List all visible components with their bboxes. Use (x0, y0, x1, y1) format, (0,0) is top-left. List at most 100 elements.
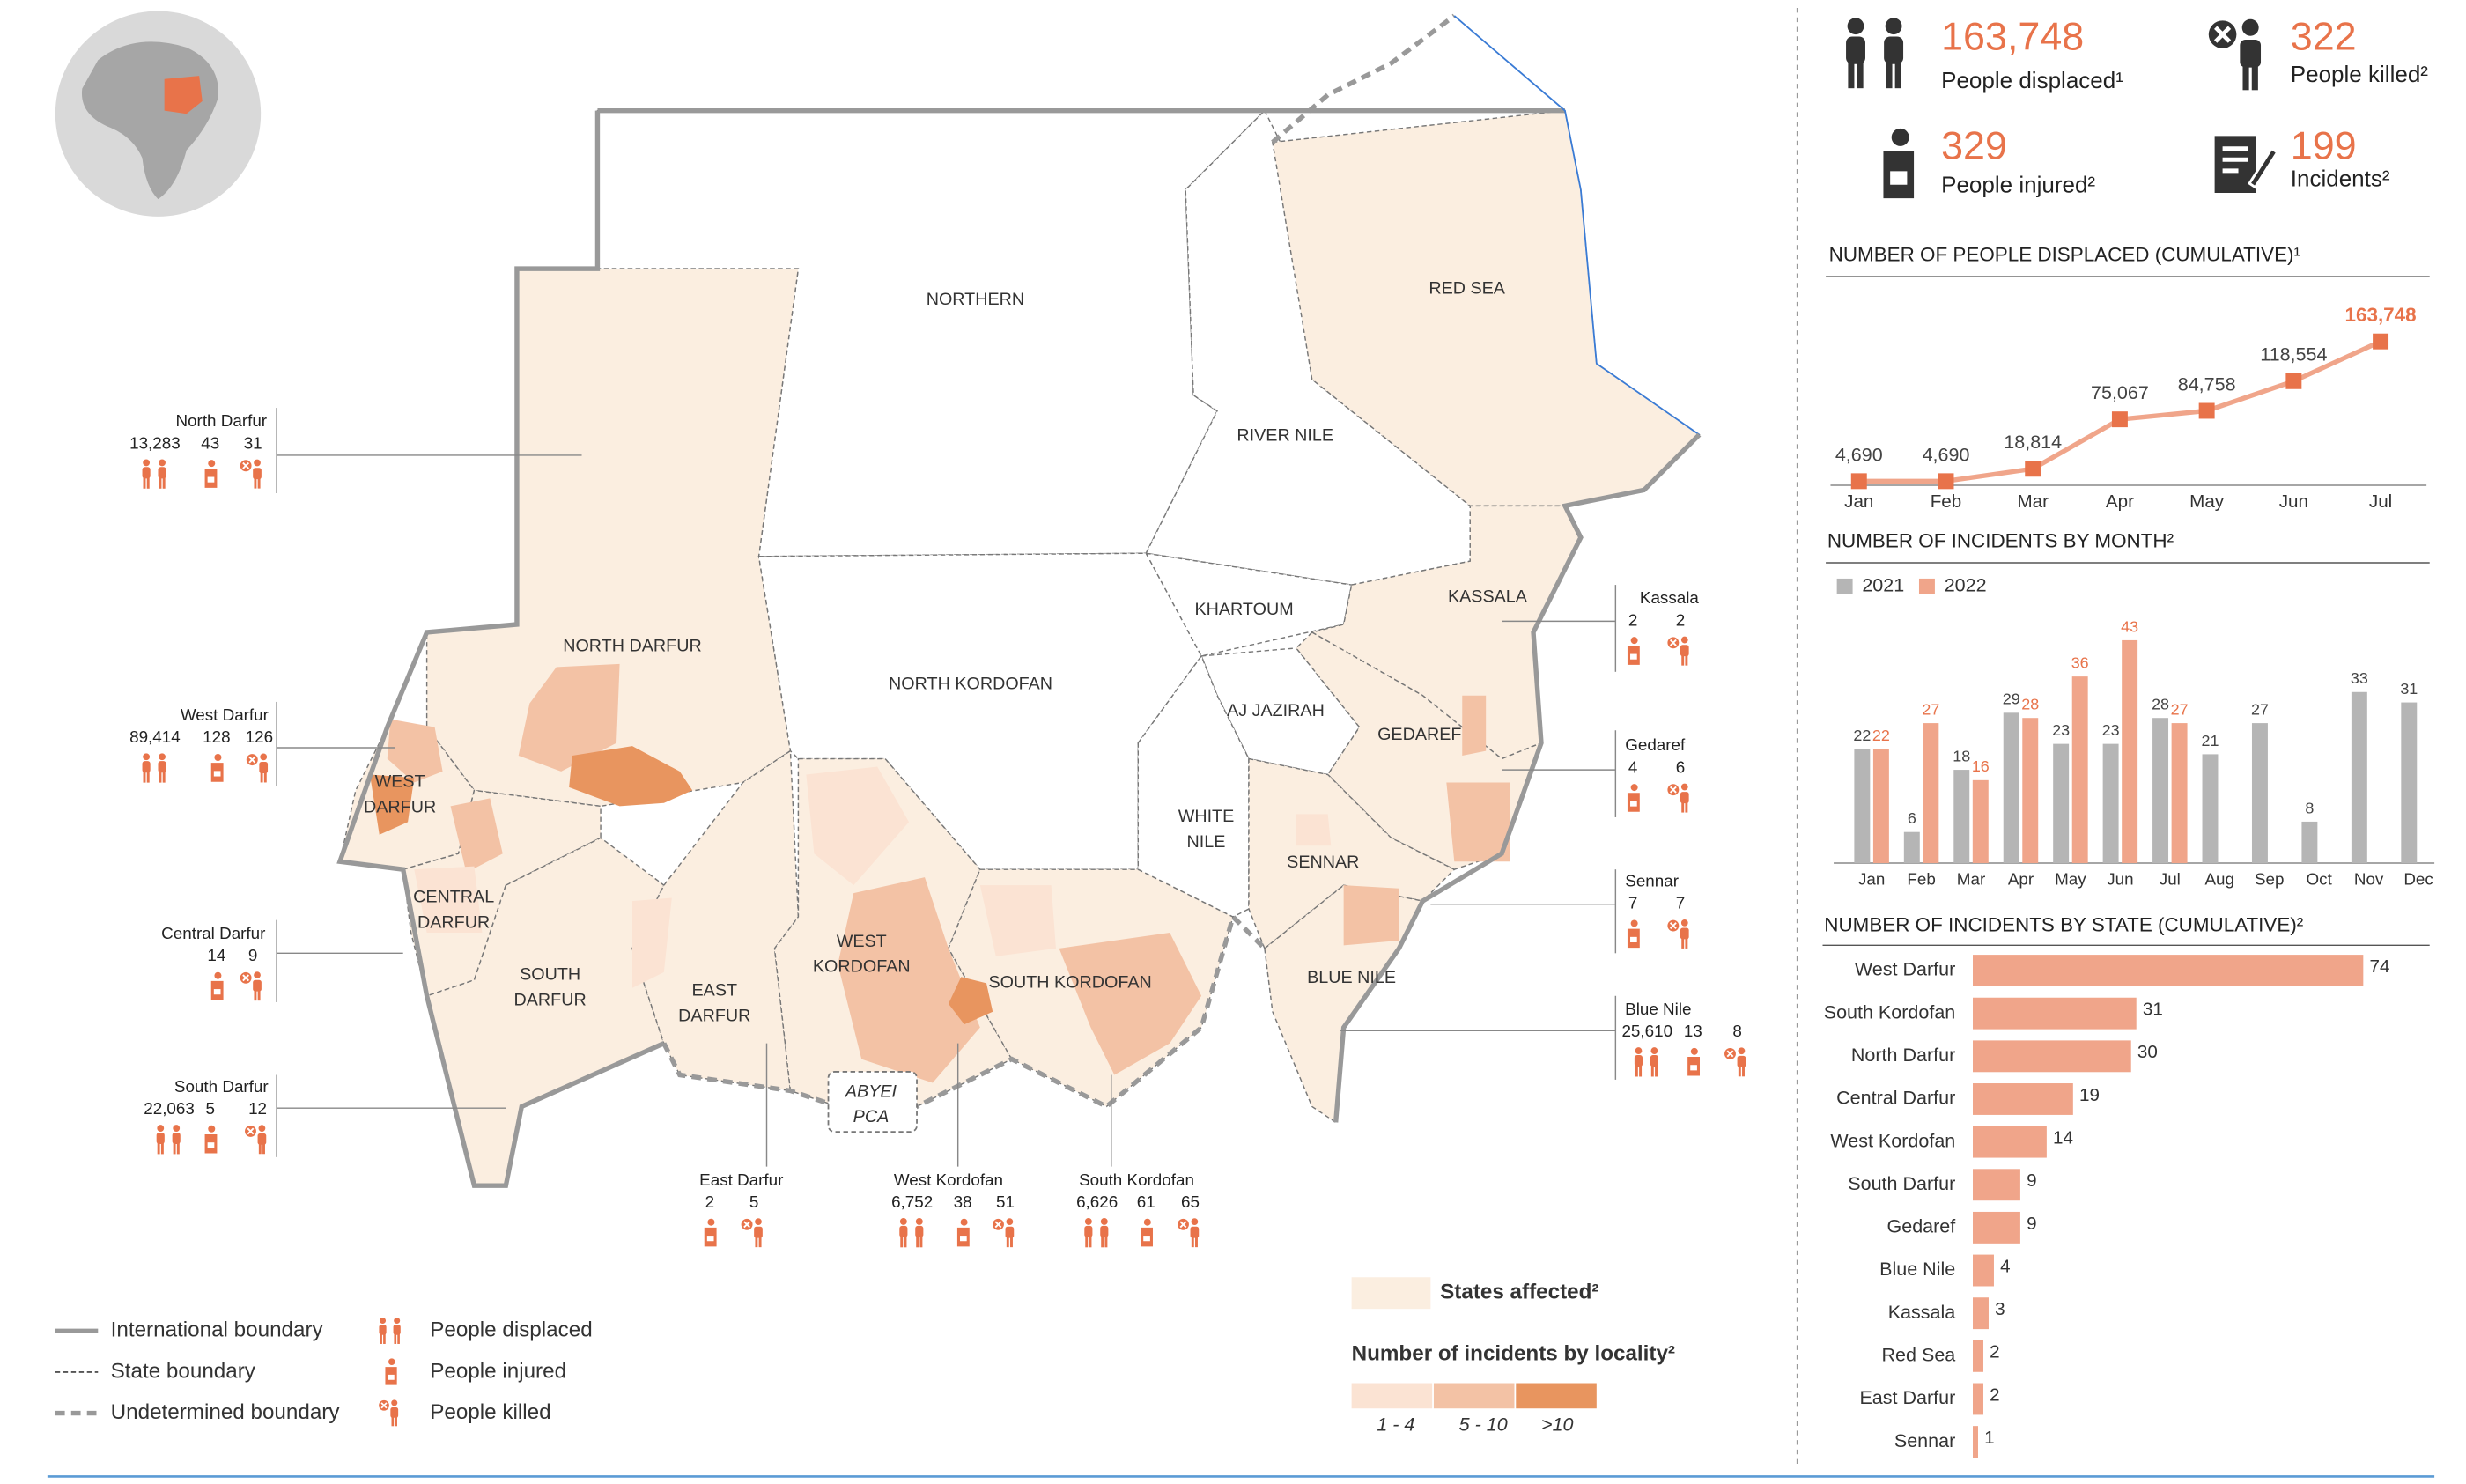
callout-displaced: 25,610 (1621, 1022, 1672, 1040)
state-label: NILE (1187, 832, 1226, 852)
callout-name: West Kordofan (894, 1170, 1003, 1189)
bar (1973, 1383, 1983, 1415)
point (2025, 461, 2041, 477)
point (2285, 373, 2302, 389)
value-label: 31 (2400, 680, 2418, 698)
legend-title: Number of incidents by locality² (1352, 1342, 1675, 1366)
y-tick-label: South Darfur (1848, 1173, 1955, 1194)
callout-injured: 14 (207, 946, 225, 964)
callout-injured: 43 (201, 433, 219, 452)
callout-name: East Darfur (699, 1170, 783, 1189)
x-tick-label: Jun (2107, 870, 2133, 889)
point (2111, 411, 2128, 428)
icon (1666, 782, 1690, 814)
legend-label: 2021 (1862, 575, 1904, 596)
state-label: DARFUR (364, 797, 436, 816)
bar (2202, 754, 2219, 863)
icon (1627, 637, 1640, 665)
x-tick-label: Mar (2017, 491, 2049, 512)
y-tick-label: West Kordofan (1830, 1130, 1955, 1151)
summary-label: Incidents² (2291, 165, 2390, 191)
icon (156, 1125, 181, 1155)
bar (2102, 743, 2119, 863)
icon (740, 1217, 764, 1249)
value-label: 9 (2027, 1214, 2036, 1234)
y-tick-label: Gedaref (1887, 1216, 1957, 1237)
bar (2401, 702, 2418, 863)
undetermined-boundary (661, 912, 1266, 1110)
callout-name: Blue Nile (1625, 1000, 1691, 1018)
callout-injured: 13 (1684, 1022, 1702, 1040)
bar (2071, 676, 2088, 863)
x-tick-label: Apr (2106, 491, 2134, 512)
value-label: 21 (2202, 732, 2219, 749)
y-tick-label: Kassala (1888, 1302, 1956, 1323)
state-label: EAST (692, 981, 738, 1000)
bar (1972, 779, 1989, 863)
state-east-darfur (631, 749, 800, 1092)
bar (1973, 1340, 1983, 1372)
charts: NUMBER OF PEOPLE DISPLACED (CUMULATIVE)¹… (1796, 7, 2435, 1465)
callout-displaced: 6,752 (891, 1192, 933, 1211)
value-label: 74 (2370, 956, 2390, 977)
value-label: 23 (2052, 721, 2070, 739)
bar (1973, 955, 2364, 986)
value-label: 33 (2351, 669, 2368, 687)
locality (631, 897, 672, 988)
callout-killed: 7 (1676, 894, 1685, 912)
state-label: SOUTH (520, 965, 580, 985)
callout-name: Sennar (1625, 872, 1679, 890)
callout-name: South Kordofan (1079, 1170, 1194, 1189)
x-tick-label: May (2055, 870, 2086, 889)
icon (1634, 1047, 1658, 1077)
value-label: 22 (1872, 727, 1890, 744)
value-label: 8 (2305, 799, 2314, 816)
locality (979, 885, 1056, 956)
x-tick-label: Apr (2008, 870, 2034, 889)
state-label: SOUTH KORDOFAN (988, 973, 1151, 993)
legend-swatch (1918, 578, 1935, 594)
y-tick-label: Central Darfur (1836, 1088, 1955, 1109)
state-label: DARFUR (417, 912, 490, 932)
state-label: NORTH KORDOFAN (889, 674, 1052, 693)
icon (1846, 18, 1904, 89)
x-tick-label: Aug (2205, 870, 2235, 889)
callout-killed: 8 (1732, 1022, 1741, 1040)
value-label: 27 (2171, 700, 2189, 718)
callout-injured: 61 (1137, 1192, 1155, 1211)
legend-swatch (1433, 1383, 1515, 1409)
summary-value: 163,748 (1941, 14, 2084, 59)
legend-label: People displaced (430, 1318, 592, 1342)
y-tick-label: East Darfur (1859, 1387, 1955, 1408)
state-north-darfur (425, 268, 800, 808)
map-labels: NORTHERN RED SEA RIVER NILE NORTH DARFUR NOR… (364, 279, 1528, 1127)
bar (1973, 1083, 2073, 1115)
callout-injured: 4 (1628, 757, 1637, 776)
callout-injured: 2 (705, 1192, 714, 1211)
callout-killed: 31 (244, 433, 262, 452)
bar (1973, 1211, 2020, 1244)
state-label: PCA (853, 1107, 890, 1126)
summary-label: People killed² (2291, 61, 2429, 87)
icon (2215, 136, 2278, 193)
icon (210, 754, 224, 782)
point (1850, 473, 1867, 490)
point (1938, 473, 1954, 490)
chart-title: NUMBER OF INCIDENTS BY STATE (CUMULATIVE… (1824, 914, 2304, 936)
legend-swatch (1351, 1277, 1431, 1310)
value-label: 84,758 (2178, 373, 2236, 395)
callout-killed: 5 (749, 1192, 758, 1211)
bar (1973, 1426, 1978, 1458)
callout-name: North Darfur (175, 411, 267, 430)
value-label: 163,748 (2345, 304, 2417, 326)
bar (1903, 831, 1920, 863)
legend-label: 5 - 10 (1459, 1414, 1508, 1436)
value-label: 19 (2079, 1085, 2100, 1105)
value-label: 23 (2102, 721, 2120, 739)
callout-killed: 65 (1181, 1192, 1200, 1211)
callout-name: Kassala (1640, 588, 1700, 607)
state-label: WEST (375, 772, 425, 792)
